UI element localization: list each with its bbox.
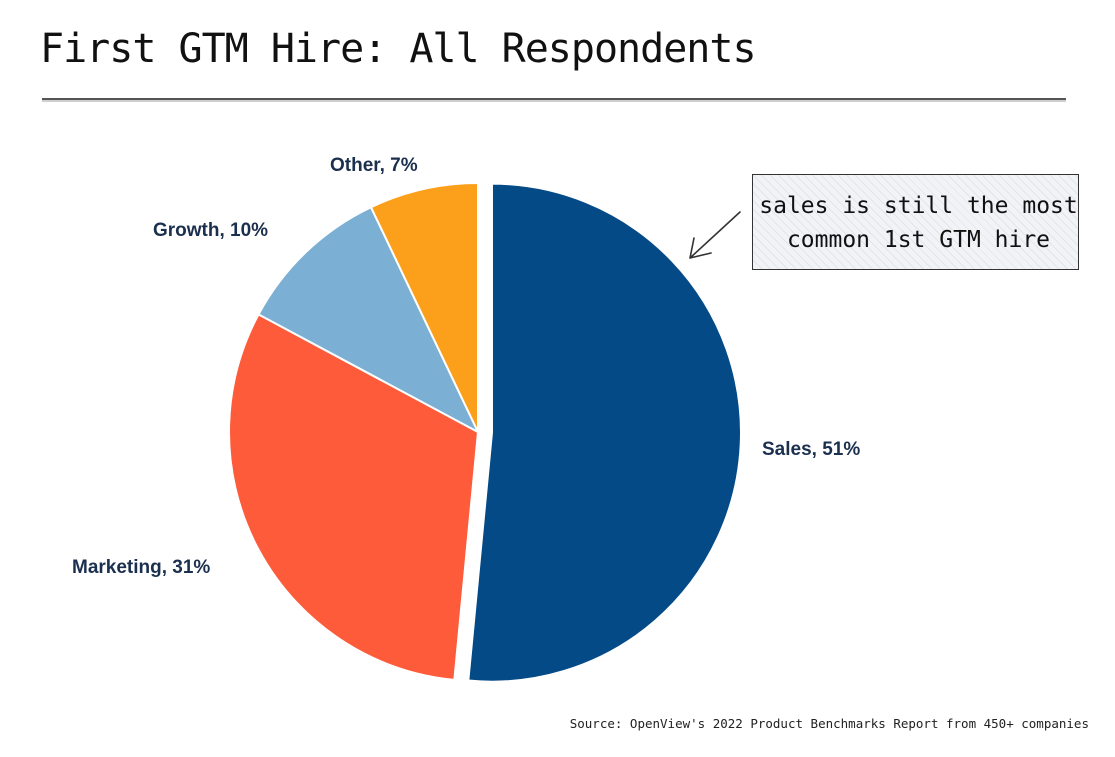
annotation-line-2: common 1st GTM hire bbox=[786, 227, 1051, 253]
pie-slice-growth bbox=[257, 206, 479, 433]
slice-label-marketing: Marketing, 31% bbox=[72, 557, 210, 578]
slice-label-other: Other, 7% bbox=[330, 155, 418, 176]
slice-label-growth: Growth, 10% bbox=[153, 220, 268, 241]
slice-label-sales: Sales, 51% bbox=[762, 439, 860, 460]
annotation-callout: sales is still the most common 1st GTM h… bbox=[752, 174, 1079, 270]
callout-arrow-icon bbox=[689, 211, 741, 259]
pie-slice-other bbox=[369, 182, 479, 433]
source-note: Source: OpenView's 2022 Product Benchmar… bbox=[569, 716, 1089, 731]
title-divider bbox=[42, 98, 1066, 100]
pie-slice-marketing bbox=[228, 313, 479, 681]
annotation-line-1: sales is still the most bbox=[759, 193, 1078, 219]
page-title: First GTM Hire: All Respondents bbox=[40, 26, 757, 72]
pie-slice-sales bbox=[467, 182, 742, 683]
